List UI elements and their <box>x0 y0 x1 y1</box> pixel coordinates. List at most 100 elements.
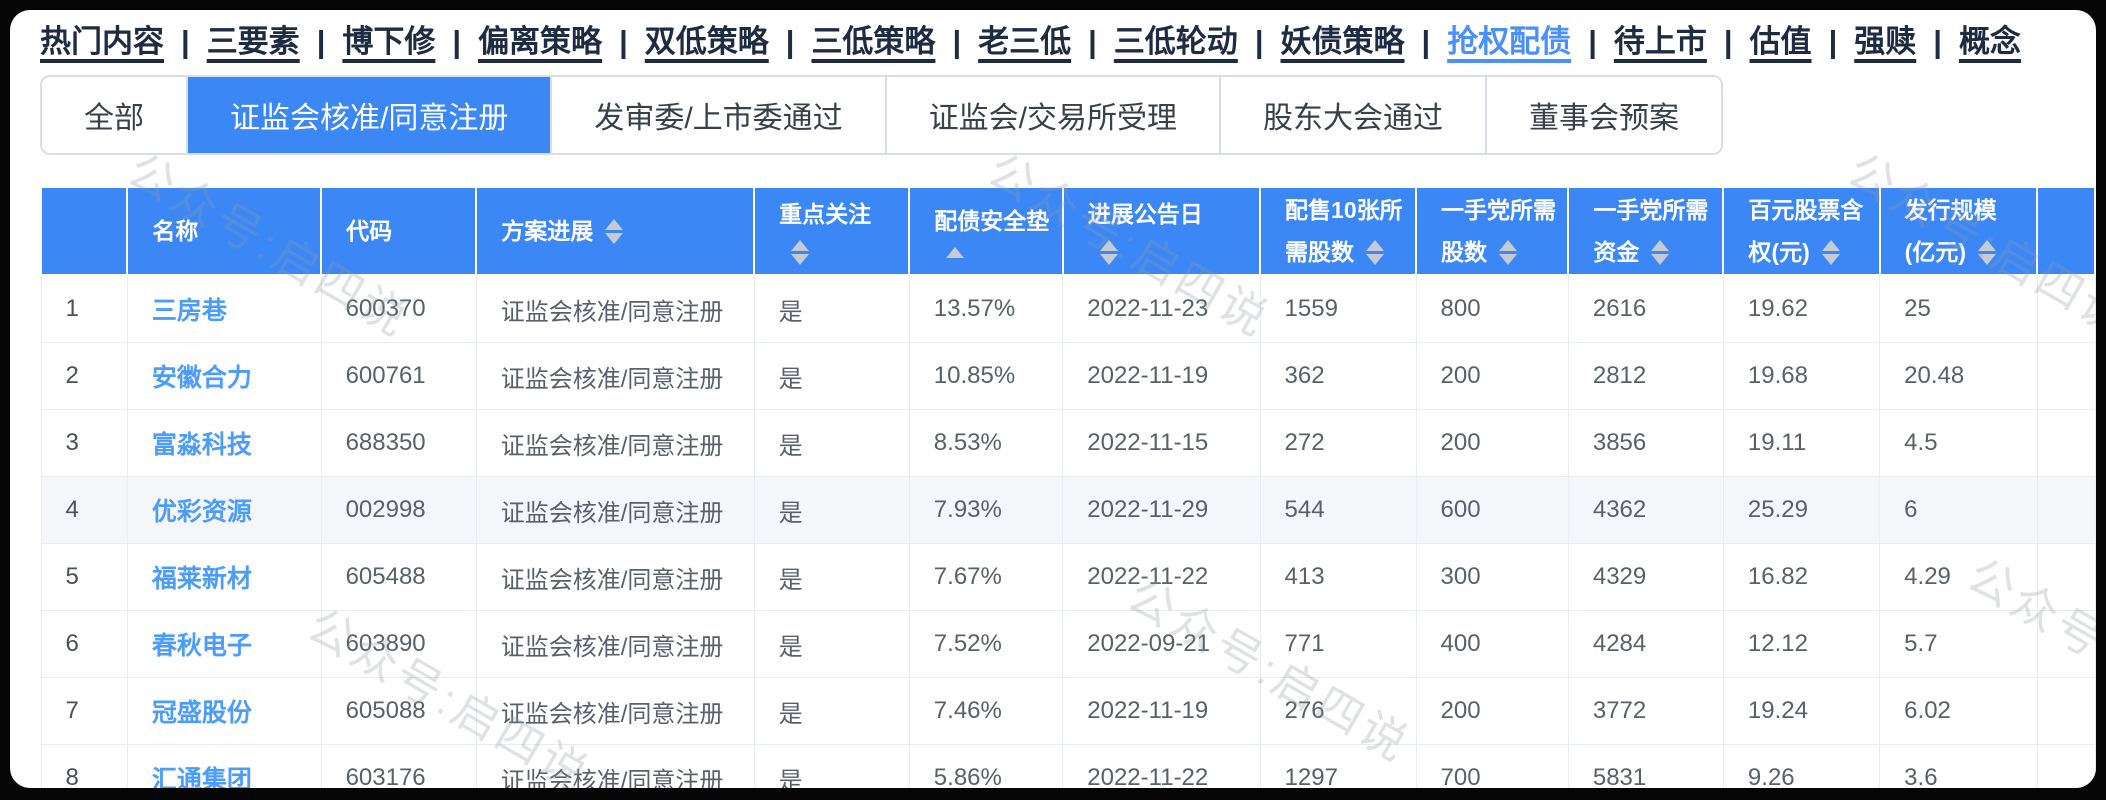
tab-2[interactable]: 证监会核准/同意注册 <box>188 77 553 154</box>
cell-progress: 证监会核准/同意注册 <box>475 409 755 477</box>
nav-separator: | <box>1421 24 1431 59</box>
stock-link[interactable]: 冠盛股份 <box>151 699 252 727</box>
stock-link[interactable]: 春秋电子 <box>151 632 252 660</box>
sort-caret-down-icon <box>1821 253 1840 265</box>
nav-item-5[interactable]: 双低策略 <box>644 24 769 59</box>
table-row-2: 2 安徽合力 600761 证监会核准/同意注册是 10.85% 2022-11-19 36… <box>40 342 2096 410</box>
sort-caret-down-icon <box>1099 253 1118 265</box>
nav-item-4[interactable]: 偏离策略 <box>478 24 603 59</box>
cell-focus: 是 <box>753 476 910 544</box>
cell-code: 603890 <box>320 610 477 678</box>
cell-name: 冠盛股份 <box>126 677 322 745</box>
cell-hand_funds: 4284 <box>1567 610 1724 678</box>
column-header-progress[interactable]: 方案进展 <box>475 186 756 276</box>
sort-caret-up-icon <box>1651 239 1670 251</box>
tab-5[interactable]: 股东大会通过 <box>1221 77 1488 154</box>
table-row-3: 3 富淼科技 688350 证监会核准/同意注册是 8.53% 2022-11-15 272… <box>40 409 2096 477</box>
cell-per100: 19.11 <box>1722 409 1881 477</box>
column-header-label-line2: 权(元) <box>1748 238 1810 265</box>
tab-4[interactable]: 证监会/交易所受理 <box>886 77 1222 154</box>
cell-index: 8 <box>40 744 128 788</box>
tab-6[interactable]: 董事会预案 <box>1487 77 1722 154</box>
sort-caret-icon <box>1651 239 1670 265</box>
sort-caret-down-icon <box>605 232 624 244</box>
column-header-shares10[interactable]: 配售10张所 需股数 <box>1259 186 1418 276</box>
nav-item-12[interactable]: 估值 <box>1749 24 1812 59</box>
cell-per100: 25.29 <box>1722 476 1881 544</box>
cell-size: 20.48 <box>1879 342 2038 410</box>
sort-caret-icon <box>1821 239 1840 265</box>
cell-focus: 是 <box>753 543 910 611</box>
column-header-per100[interactable]: 百元股票含权(元) <box>1722 186 1881 276</box>
column-header-hand_funds[interactable]: 一手党所需 资金 <box>1567 186 1725 276</box>
table-row-8: 8 汇通集团 603176 证监会核准/同意注册是 5.86% 2022-11-22 129… <box>40 744 2096 788</box>
cell-hand_shares: 700 <box>1415 744 1569 788</box>
cell-name: 汇通集团 <box>126 744 322 788</box>
cell-date: 2022-11-22 <box>1062 744 1261 788</box>
cell-size: 4.29 <box>1879 543 2038 611</box>
column-header-size[interactable]: 发行规模 (亿元) <box>1878 186 2039 276</box>
cell-progress: 证监会核准/同意注册 <box>475 342 755 410</box>
tab-3[interactable]: 发审委/上市委通过 <box>552 77 887 154</box>
column-header-date[interactable]: 进展公告日 <box>1061 186 1262 276</box>
column-header-cushion[interactable]: 配债安全垫 <box>908 186 1064 276</box>
cell-extra <box>2036 543 2096 611</box>
cell-focus: 是 <box>753 274 910 343</box>
stock-link[interactable]: 安徽合力 <box>151 364 252 392</box>
table-head: 名称 代码 方案进展 重点关注 配债安全垫 进展公告日 配售10张所 需股数 一手党所需 股数 一手… <box>40 186 2096 276</box>
stock-link[interactable]: 福莱新材 <box>151 565 252 593</box>
cell-focus: 是 <box>753 409 910 477</box>
cell-date: 2022-09-21 <box>1062 610 1261 678</box>
stock-link[interactable]: 富淼科技 <box>151 431 252 459</box>
cell-hand_funds: 3856 <box>1567 409 1724 477</box>
nav-item-7[interactable]: 老三低 <box>978 24 1072 59</box>
sort-caret-up-icon <box>605 218 624 230</box>
bond-table: 名称 代码 方案进展 重点关注 配债安全垫 进展公告日 配售10张所 需股数 一手党所需 股数 一手… <box>40 186 2096 788</box>
nav-separator: | <box>952 24 962 59</box>
column-header-label: 代码 <box>346 217 393 244</box>
cell-code: 600761 <box>320 342 477 410</box>
table-row-7: 7 冠盛股份 605088 证监会核准/同意注册是 7.46% 2022-11-19 276… <box>40 677 2096 745</box>
cell-cushion: 5.86% <box>908 744 1064 788</box>
cell-hand_shares: 400 <box>1415 610 1569 678</box>
column-header-label: 一手党所需 <box>1441 196 1557 223</box>
column-header-label: 百元股票含 <box>1748 196 1864 223</box>
cell-size: 3.6 <box>1879 744 2038 788</box>
stock-link[interactable]: 汇通集团 <box>151 766 252 788</box>
sort-caret-down-icon <box>1366 253 1385 265</box>
table-row-5: 5 福莱新材 605488 证监会核准/同意注册是 7.67% 2022-11-22 413… <box>40 543 2096 611</box>
cell-extra <box>2036 342 2096 410</box>
nav-item-1[interactable]: 热门内容 <box>40 24 164 59</box>
nav-item-8[interactable]: 三低轮动 <box>1113 24 1238 59</box>
stock-link[interactable]: 三房巷 <box>151 297 227 325</box>
nav-separator: | <box>1828 24 1838 59</box>
cell-hand_funds: 4329 <box>1567 543 1724 611</box>
stock-link[interactable]: 优彩资源 <box>151 498 252 526</box>
table-row-1: 1 三房巷 600370 证监会核准/同意注册是 13.57% 2022-11-23 155… <box>40 274 2096 343</box>
nav-item-10[interactable]: 抢权配债 <box>1447 24 1572 59</box>
cell-size: 25 <box>1879 274 2038 343</box>
column-header-label-line2: (亿元) <box>1904 238 1966 265</box>
nav-item-9[interactable]: 妖债策略 <box>1280 24 1405 59</box>
nav-separator: | <box>1088 24 1097 59</box>
nav-item-11[interactable]: 待上市 <box>1613 24 1707 59</box>
column-header-focus[interactable]: 重点关注 <box>753 186 911 276</box>
cell-hand_shares: 200 <box>1415 409 1569 477</box>
sort-caret-up-icon <box>946 246 965 258</box>
cell-progress: 证监会核准/同意注册 <box>475 744 755 788</box>
nav-item-6[interactable]: 三低策略 <box>811 24 936 59</box>
cell-size: 6.02 <box>1879 677 2038 745</box>
column-header-hand_shares[interactable]: 一手党所需 股数 <box>1415 186 1570 276</box>
cell-code: 603176 <box>320 744 477 788</box>
cell-date: 2022-11-23 <box>1062 274 1261 343</box>
cell-per100: 19.62 <box>1722 274 1881 343</box>
cell-extra <box>2036 677 2096 745</box>
tab-1[interactable]: 全部 <box>42 77 188 154</box>
nav-item-13[interactable]: 强赎 <box>1854 24 1917 59</box>
cell-hand_shares: 800 <box>1415 274 1569 343</box>
nav-item-3[interactable]: 博下修 <box>342 24 436 59</box>
nav-item-14[interactable]: 概念 <box>1958 24 2021 59</box>
nav-item-2[interactable]: 三要素 <box>206 24 300 59</box>
cell-per100: 9.26 <box>1722 744 1881 788</box>
cell-progress: 证监会核准/同意注册 <box>475 274 755 343</box>
